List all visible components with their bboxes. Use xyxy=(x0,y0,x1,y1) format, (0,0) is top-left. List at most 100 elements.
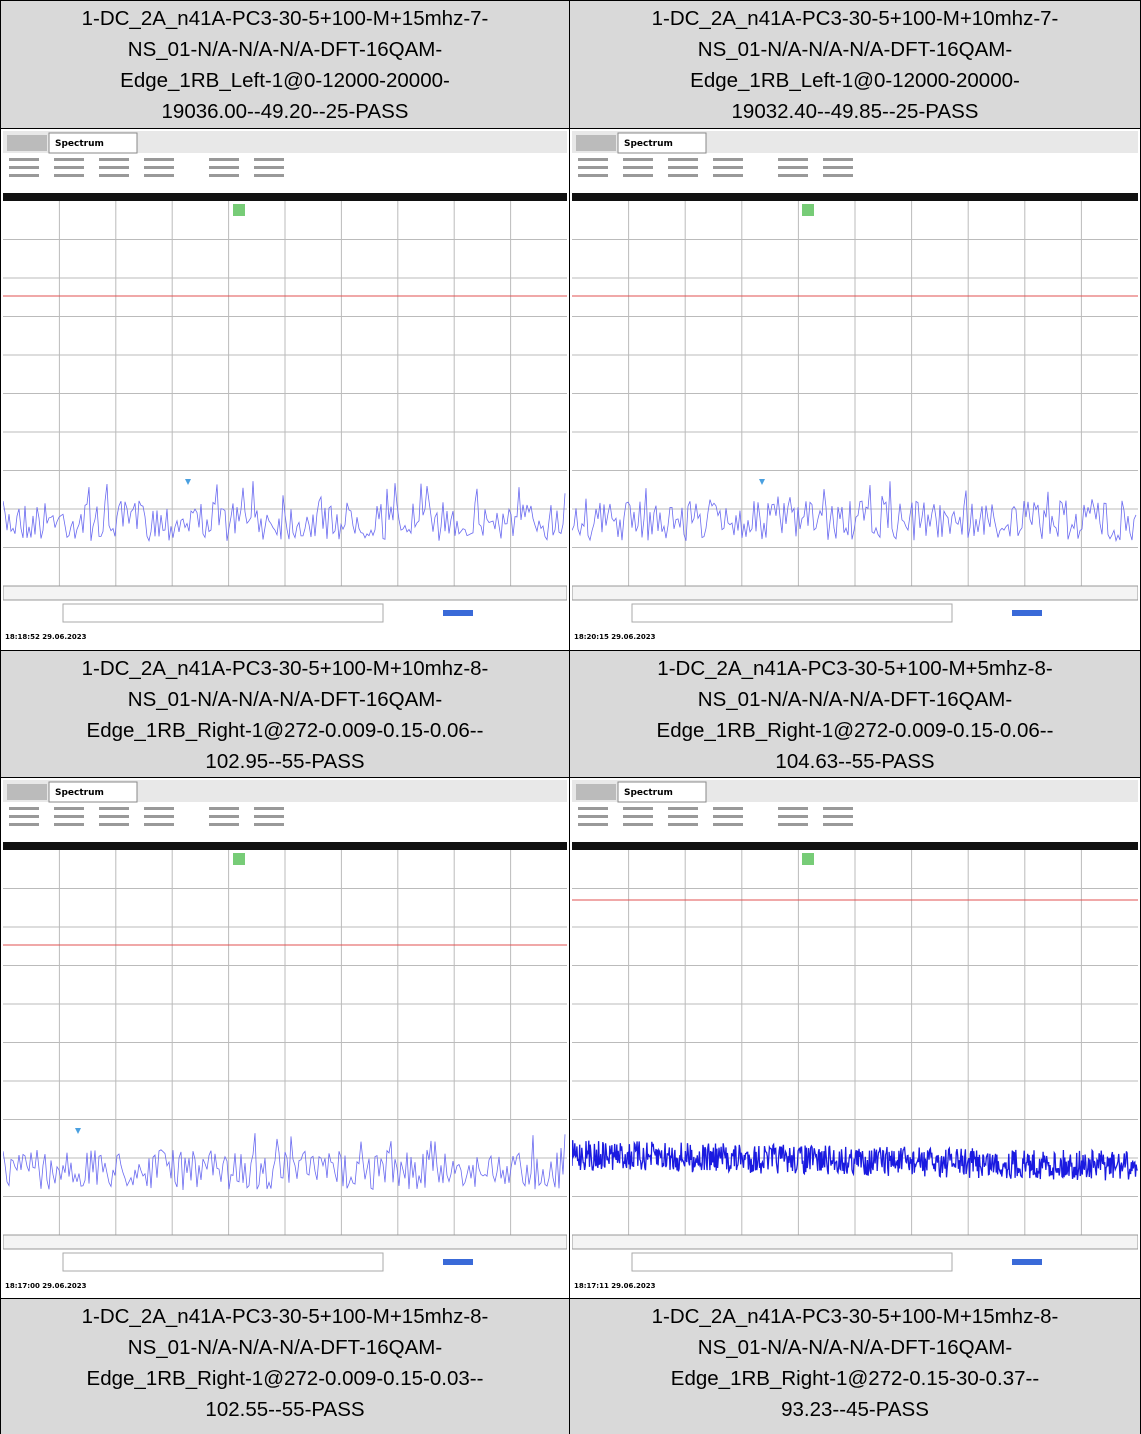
setting-text xyxy=(623,166,653,169)
setting-text xyxy=(578,158,608,161)
setting-text xyxy=(9,815,39,818)
setting-text xyxy=(99,166,129,169)
setting-text xyxy=(209,823,239,826)
setting-text xyxy=(578,174,608,177)
title-cell: 1-DC_2A_n41A-PC3-30-5+100-M+5mhz-8- NS_01… xyxy=(569,650,1141,778)
title-line: 102.55--55-PASS xyxy=(205,1398,365,1421)
title-line: 1-DC_2A_n41A-PC3-30-5+100-M+10mhz-8- xyxy=(81,657,489,680)
setting-text xyxy=(99,174,129,177)
axis-bar xyxy=(572,585,1138,601)
setting-text xyxy=(623,158,653,161)
tab-active xyxy=(617,132,707,154)
setting-text xyxy=(578,823,608,826)
setting-text xyxy=(778,174,808,177)
marker xyxy=(759,479,765,485)
setting-text xyxy=(713,158,743,161)
marker xyxy=(75,1128,81,1134)
title-line: Edge_1RB_Left-1@0-12000-20000- xyxy=(120,69,450,92)
setting-text xyxy=(144,166,174,169)
setting-text xyxy=(668,807,698,810)
limit-check xyxy=(802,853,814,865)
setting-text xyxy=(668,158,698,161)
setting-text xyxy=(54,174,84,177)
title-line: NS_01-N/A-N/A-N/A-DFT-16QAM- xyxy=(697,38,1013,61)
setting-text xyxy=(144,807,174,810)
setting-text xyxy=(209,174,239,177)
title-line: 1-DC_2A_n41A-PC3-30-5+100-M+10mhz-7- xyxy=(651,7,1059,30)
setting-text xyxy=(254,815,284,818)
setting-text xyxy=(713,807,743,810)
setting-text xyxy=(778,815,808,818)
title-line: Edge_1RB_Right-1@272-0.009-0.15-0.03-- xyxy=(86,1367,484,1390)
title-line: 1-DC_2A_n41A-PC3-30-5+100-M+5mhz-8- xyxy=(657,657,1053,680)
setting-text xyxy=(254,166,284,169)
trace xyxy=(3,481,566,542)
setting-text xyxy=(254,823,284,826)
status-bar xyxy=(62,603,384,623)
setting-text xyxy=(209,807,239,810)
setting-text xyxy=(144,174,174,177)
setting-text xyxy=(623,807,653,810)
setting-text xyxy=(778,166,808,169)
status-indicator xyxy=(1012,1259,1042,1265)
title-line: NS_01-N/A-N/A-N/A-DFT-16QAM- xyxy=(697,1336,1013,1359)
setting-text xyxy=(623,823,653,826)
status-bar xyxy=(62,1252,384,1272)
setting-text xyxy=(9,166,39,169)
spectrum-screenshot: Spectrum 18:17:11 29.06.2023 xyxy=(572,780,1138,1290)
title-cell: 1-DC_2A_n41A-PC3-30-5+100-M+10mhz-8- NS_0… xyxy=(0,650,570,778)
setting-text xyxy=(9,158,39,161)
setting-text xyxy=(713,815,743,818)
limit-check xyxy=(233,853,245,865)
marker xyxy=(185,479,191,485)
timestamp: 18:17:00 29.06.2023 xyxy=(5,1282,87,1290)
setting-text xyxy=(668,815,698,818)
setting-text xyxy=(99,823,129,826)
tab-label: Spectrum xyxy=(55,788,104,798)
title-cell: 1-DC_2A_n41A-PC3-30-5+100-M+15mhz-7- NS_0… xyxy=(0,0,570,129)
tab-bar xyxy=(3,780,567,802)
setting-text xyxy=(623,815,653,818)
tab-bar xyxy=(572,780,1138,802)
sweep-bar xyxy=(572,193,1138,201)
setting-text xyxy=(823,807,853,810)
sweep-bar xyxy=(3,842,567,850)
title-cell: 1-DC_2A_n41A-PC3-30-5+100-M+15mhz-8- NS_0… xyxy=(0,1298,570,1434)
status-bar xyxy=(631,603,953,623)
screenshot-cell: Spectrum 18:18:52 29.06.2023 xyxy=(0,128,570,651)
tab-label: Spectrum xyxy=(624,139,673,149)
setting-text xyxy=(254,807,284,810)
setting-text xyxy=(668,823,698,826)
spectrum-screenshot: Spectrum 18:18:52 29.06.2023 xyxy=(3,131,567,641)
setting-text xyxy=(823,174,853,177)
spectrum-screenshot: Spectrum 18:20:15 29.06.2023 xyxy=(572,131,1138,641)
setting-text xyxy=(9,807,39,810)
status-indicator xyxy=(1012,610,1042,616)
axis-bar xyxy=(572,1234,1138,1250)
setting-text xyxy=(623,174,653,177)
setting-text xyxy=(9,174,39,177)
timestamp: 18:18:52 29.06.2023 xyxy=(5,633,87,641)
timestamp: 18:17:11 29.06.2023 xyxy=(574,1282,656,1290)
setting-text xyxy=(254,174,284,177)
setting-text xyxy=(713,823,743,826)
tab-inactive xyxy=(576,784,616,800)
setting-text xyxy=(54,166,84,169)
setting-text xyxy=(823,166,853,169)
title-line: Edge_1RB_Left-1@0-12000-20000- xyxy=(690,69,1020,92)
screenshot-cell: Spectrum 18:17:11 29.06.2023 xyxy=(569,777,1141,1299)
setting-text xyxy=(99,158,129,161)
tab-bar xyxy=(572,131,1138,153)
status-bar xyxy=(631,1252,953,1272)
setting-text xyxy=(778,823,808,826)
title-line: 19036.00--49.20--25-PASS xyxy=(161,100,409,123)
tab-inactive xyxy=(7,784,47,800)
title-line: 104.63--55-PASS xyxy=(775,750,935,773)
limit-check xyxy=(233,204,245,216)
axis-bar xyxy=(3,1234,567,1250)
setting-text xyxy=(713,166,743,169)
setting-text xyxy=(209,815,239,818)
axis-bar xyxy=(3,585,567,601)
setting-text xyxy=(823,815,853,818)
